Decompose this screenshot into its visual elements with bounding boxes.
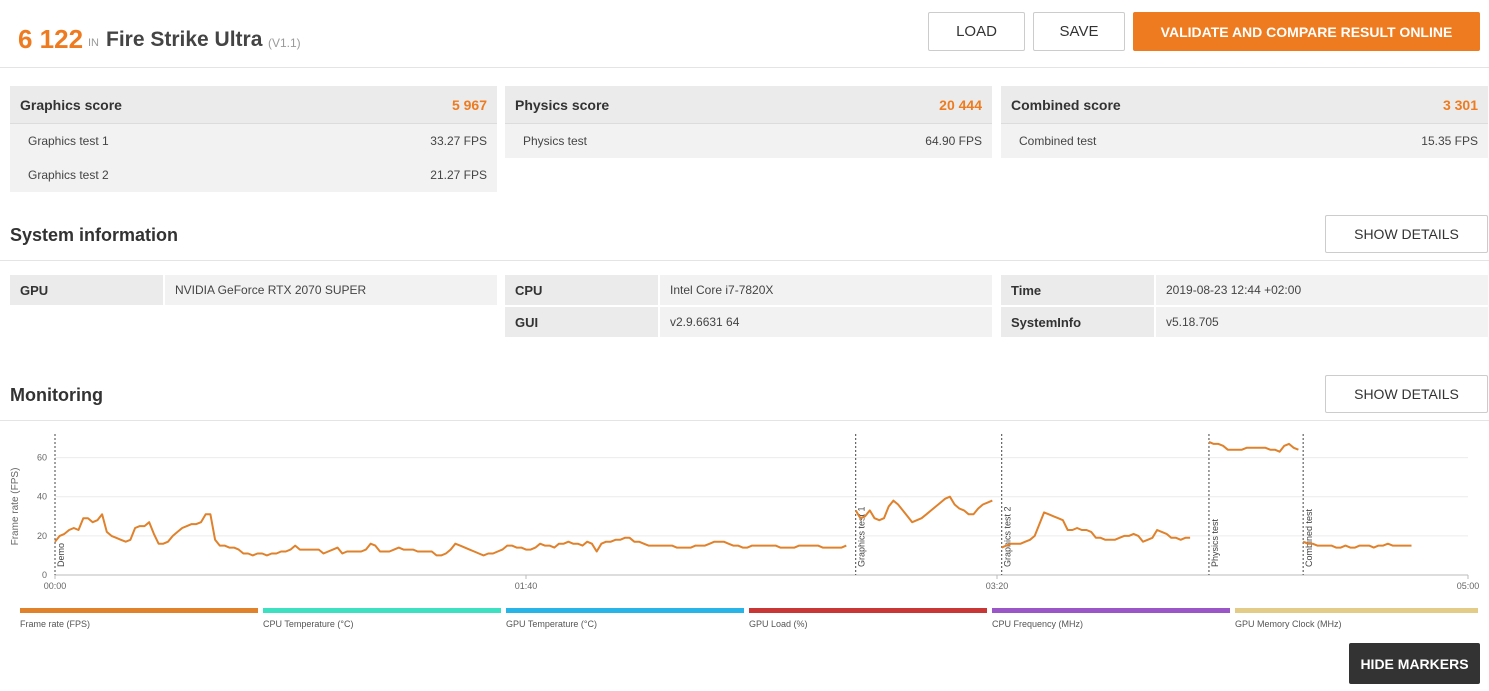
physics-score-label: Physics score [515, 96, 610, 113]
marker-label: Physics test [1210, 518, 1220, 567]
test-name: Physics test [523, 134, 588, 148]
overall-score: 6 122 [18, 24, 84, 54]
monitoring-title: Monitoring [10, 385, 103, 405]
sys-row-gui: GUI v2.9.6631 64 [505, 307, 992, 337]
system-show-details-button[interactable]: SHOW DETAILS [1325, 215, 1488, 253]
frame-rate-line [854, 495, 993, 524]
marker-label: Demo [56, 543, 66, 567]
frame-rate-line [1208, 440, 1299, 453]
y-tick-label: 20 [37, 531, 47, 541]
frame-rate-chart: 0 20 40 60 Frame rate (FPS) 00:00 01:40 03:20 05… [10, 434, 1480, 591]
combined-score-value: 3 301 [1442, 96, 1478, 113]
sys-value: 2019-08-23 12:44 +02:00 [1156, 275, 1488, 305]
legend-swatch [263, 608, 501, 613]
benchmark-version: (V1.1) [268, 36, 301, 50]
legend-swatch [1235, 608, 1478, 613]
validate-compare-button[interactable]: VALIDATE AND COMPARE RESULT ONLINE [1133, 12, 1480, 51]
benchmark-name: Fire Strike Ultra [106, 28, 263, 51]
divider [0, 260, 1489, 261]
sys-key: SystemInfo [1001, 307, 1154, 337]
legend-swatch [749, 608, 987, 613]
combined-score-label: Combined score [1011, 96, 1121, 113]
sys-row-gpu: GPU NVIDIA GeForce RTX 2070 SUPER [10, 275, 497, 305]
in-label: IN [88, 37, 99, 49]
load-button[interactable]: LOAD [928, 12, 1025, 51]
hide-markers-button[interactable]: HIDE MARKERS [1349, 643, 1480, 684]
sys-value: NVIDIA GeForce RTX 2070 SUPER [165, 275, 497, 305]
marker-label: Graphics test 2 [1003, 506, 1013, 567]
x-tick-label: 01:40 [515, 581, 538, 591]
sys-value: Intel Core i7-7820X [660, 275, 992, 305]
legend-label: CPU Frequency (MHz) [992, 619, 1084, 629]
sys-key: GPU [10, 275, 163, 305]
legend-gpu-memory-clock[interactable]: GPU Memory Clock (MHz) [1235, 608, 1478, 629]
legend-swatch [20, 608, 258, 613]
legend-swatch [992, 608, 1230, 613]
sys-row-time: Time 2019-08-23 12:44 +02:00 [1001, 275, 1488, 305]
test-name: Combined test [1019, 134, 1097, 148]
legend-swatch [506, 608, 744, 613]
sys-key: CPU [505, 275, 658, 305]
legend-label: CPU Temperature (°C) [263, 619, 354, 629]
frame-rate-line [1001, 511, 1191, 549]
sys-key: GUI [505, 307, 658, 337]
test-name: Graphics test 1 [28, 134, 109, 148]
x-tick-label: 00:00 [44, 581, 67, 591]
combined-test-row: Combined test 15.35 FPS [1001, 124, 1488, 158]
frame-rate-line [1302, 540, 1412, 549]
sys-value: v2.9.6631 64 [660, 307, 992, 337]
legend-label: GPU Memory Clock (MHz) [1235, 619, 1342, 629]
frame-rate-line [54, 513, 847, 557]
system-information-title: System information [10, 225, 179, 245]
test-name: Graphics test 2 [28, 168, 109, 182]
legend-cpu-frequency[interactable]: CPU Frequency (MHz) [992, 608, 1230, 629]
combined-score-header: Combined score 3 301 [1001, 86, 1488, 124]
graphics-score-header: Graphics score 5 967 [10, 86, 497, 124]
sys-value: v5.18.705 [1156, 307, 1488, 337]
legend-gpu-temperature[interactable]: GPU Temperature (°C) [506, 608, 744, 629]
sys-row-cpu: CPU Intel Core i7-7820X [505, 275, 992, 305]
y-tick-label: 0 [42, 570, 47, 580]
legend-label: Frame rate (FPS) [20, 619, 91, 629]
graphics-test-2-row: Graphics test 2 21.27 FPS [10, 158, 497, 192]
legend-label: GPU Load (%) [749, 619, 808, 629]
monitoring-show-details-button[interactable]: SHOW DETAILS [1325, 375, 1488, 413]
save-button[interactable]: SAVE [1033, 12, 1125, 51]
test-value: 64.90 FPS [925, 134, 982, 148]
combined-score-panel: Combined score 3 301 Combined test 15.35… [1001, 86, 1488, 158]
y-tick-label: 40 [37, 492, 47, 502]
physics-score-panel: Physics score 20 444 Physics test 64.90 … [505, 86, 992, 158]
test-value: 15.35 FPS [1421, 134, 1478, 148]
y-tick-label: 60 [37, 453, 47, 463]
sys-key: Time [1001, 275, 1154, 305]
marker-label: Combined test [1304, 508, 1314, 567]
physics-score-header: Physics score 20 444 [505, 86, 992, 124]
test-value: 21.27 FPS [430, 168, 487, 182]
result-header: 6 122 IN Fire Strike Ultra (V1.1) LOAD S… [0, 0, 1489, 68]
legend-cpu-temperature[interactable]: CPU Temperature (°C) [263, 608, 501, 629]
divider [0, 420, 1489, 421]
graphics-score-panel: Graphics score 5 967 Graphics test 1 33.… [10, 86, 497, 192]
marker-label: Graphics test 1 [857, 506, 867, 567]
graphics-test-1-row: Graphics test 1 33.27 FPS [10, 124, 497, 158]
physics-test-row: Physics test 64.90 FPS [505, 124, 992, 158]
x-tick-label: 05:00 [1457, 581, 1480, 591]
y-axis-label: Frame rate (FPS) [10, 468, 21, 546]
graphics-score-value: 5 967 [451, 96, 487, 113]
legend-frame-rate[interactable]: Frame rate (FPS) [20, 608, 258, 629]
legend-label: GPU Temperature (°C) [506, 619, 597, 629]
test-value: 33.27 FPS [430, 134, 487, 148]
legend-gpu-load[interactable]: GPU Load (%) [749, 608, 987, 629]
physics-score-value: 20 444 [939, 96, 982, 113]
sys-row-systeminfo: SystemInfo v5.18.705 [1001, 307, 1488, 337]
graphics-score-label: Graphics score [20, 96, 122, 113]
x-tick-label: 03:20 [986, 581, 1009, 591]
